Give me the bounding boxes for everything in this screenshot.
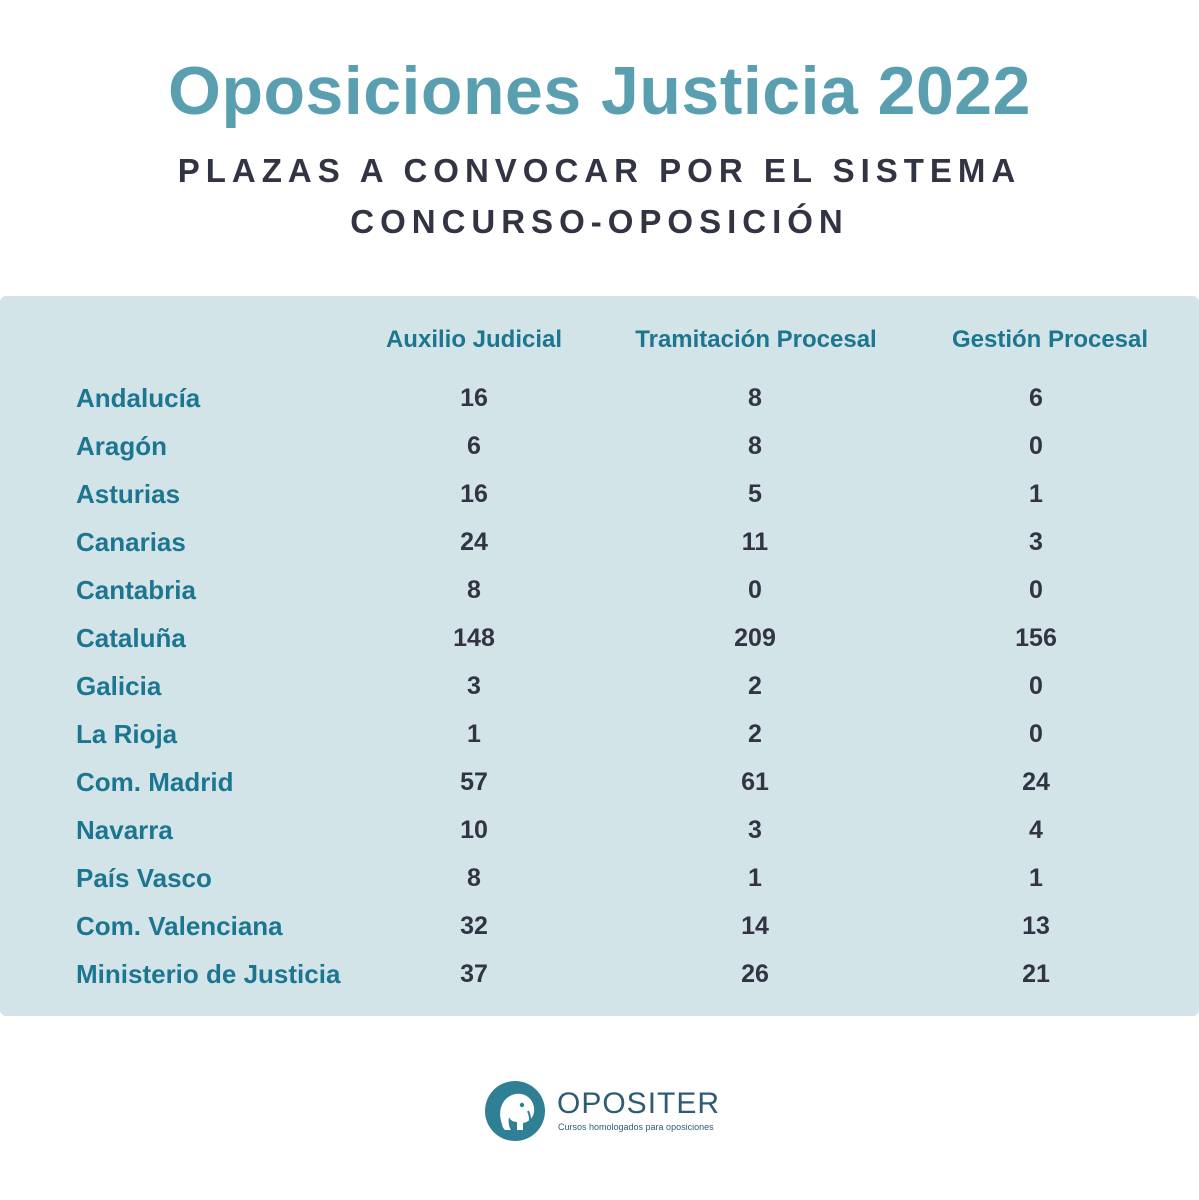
row-label: Asturias xyxy=(76,479,181,509)
column-header: Gestión Procesal xyxy=(951,326,1149,353)
table-cell: 16 xyxy=(460,384,488,412)
table-cell: 0 xyxy=(1029,672,1043,700)
table-cell: 5 xyxy=(748,480,762,508)
row-label: Cantabria xyxy=(76,575,196,605)
row-label: Com. Valenciana xyxy=(76,911,283,941)
table-cell: 1 xyxy=(1029,864,1043,892)
table-cell: 1 xyxy=(1029,480,1043,508)
data-table-panel xyxy=(0,296,1199,1016)
table-cell: 61 xyxy=(741,768,769,796)
table-cell: 8 xyxy=(467,864,481,892)
table-cell: 24 xyxy=(460,528,488,556)
table-cell: 26 xyxy=(741,960,769,988)
table-cell: 156 xyxy=(1015,624,1057,652)
row-label: Cataluña xyxy=(76,623,186,653)
brand-name: OPOSITER xyxy=(557,1087,721,1120)
table-cell: 14 xyxy=(741,912,769,940)
row-label: País Vasco xyxy=(76,863,212,893)
table-cell: 8 xyxy=(467,576,481,604)
brand-logo: OPOSITER Cursos homologados para oposici… xyxy=(484,1080,724,1144)
table-cell: 8 xyxy=(748,384,762,412)
table-cell: 2 xyxy=(748,672,762,700)
table-cell: 11 xyxy=(741,528,769,556)
table-cell: 3 xyxy=(748,816,762,844)
table-cell: 37 xyxy=(460,960,488,988)
table-cell: 16 xyxy=(460,480,488,508)
table-cell: 2 xyxy=(748,720,762,748)
table-cell: 10 xyxy=(460,816,488,844)
table-cell: 0 xyxy=(1029,432,1043,460)
table-cell: 21 xyxy=(1022,960,1050,988)
table-cell: 3 xyxy=(467,672,481,700)
page-title: Oposiciones Justicia 2022 xyxy=(168,53,1031,129)
table-cell: 4 xyxy=(1029,816,1043,844)
subtitle-line-1: PLAZAS A CONVOCAR POR EL SISTEMA xyxy=(177,152,1022,189)
row-label: Ministerio de Justicia xyxy=(76,959,341,989)
table-cell: 24 xyxy=(1022,768,1050,796)
column-header: Tramitación Procesal xyxy=(635,326,877,353)
table-cell: 32 xyxy=(460,912,488,940)
row-label: Navarra xyxy=(76,815,173,845)
row-label: Galicia xyxy=(76,671,162,701)
table-cell: 13 xyxy=(1022,912,1050,940)
table-cell: 0 xyxy=(1029,720,1043,748)
elephant-logo-icon xyxy=(485,1081,545,1141)
row-label: Com. Madrid xyxy=(76,767,234,797)
table-cell: 57 xyxy=(460,768,488,796)
table-cell: 0 xyxy=(748,576,762,604)
subtitle-line-2: CONCURSO-OPOSICIÓN xyxy=(350,203,849,240)
row-label: Canarias xyxy=(76,527,186,557)
column-header: Auxilio Judicial xyxy=(385,326,563,353)
brand-tagline: Cursos homologados para oposiciones xyxy=(558,1122,714,1132)
table-cell: 6 xyxy=(1029,384,1043,412)
row-label: Andalucía xyxy=(76,383,201,413)
table-cell: 148 xyxy=(453,624,495,652)
row-label: La Rioja xyxy=(76,719,178,749)
table-cell: 8 xyxy=(748,432,762,460)
table-cell: 3 xyxy=(1029,528,1043,556)
table-cell: 209 xyxy=(734,624,776,652)
table-cell: 6 xyxy=(467,432,481,460)
table-cell: 1 xyxy=(748,864,762,892)
table-cell: 0 xyxy=(1029,576,1043,604)
row-label: Aragón xyxy=(76,431,167,461)
table-cell: 1 xyxy=(467,720,481,748)
